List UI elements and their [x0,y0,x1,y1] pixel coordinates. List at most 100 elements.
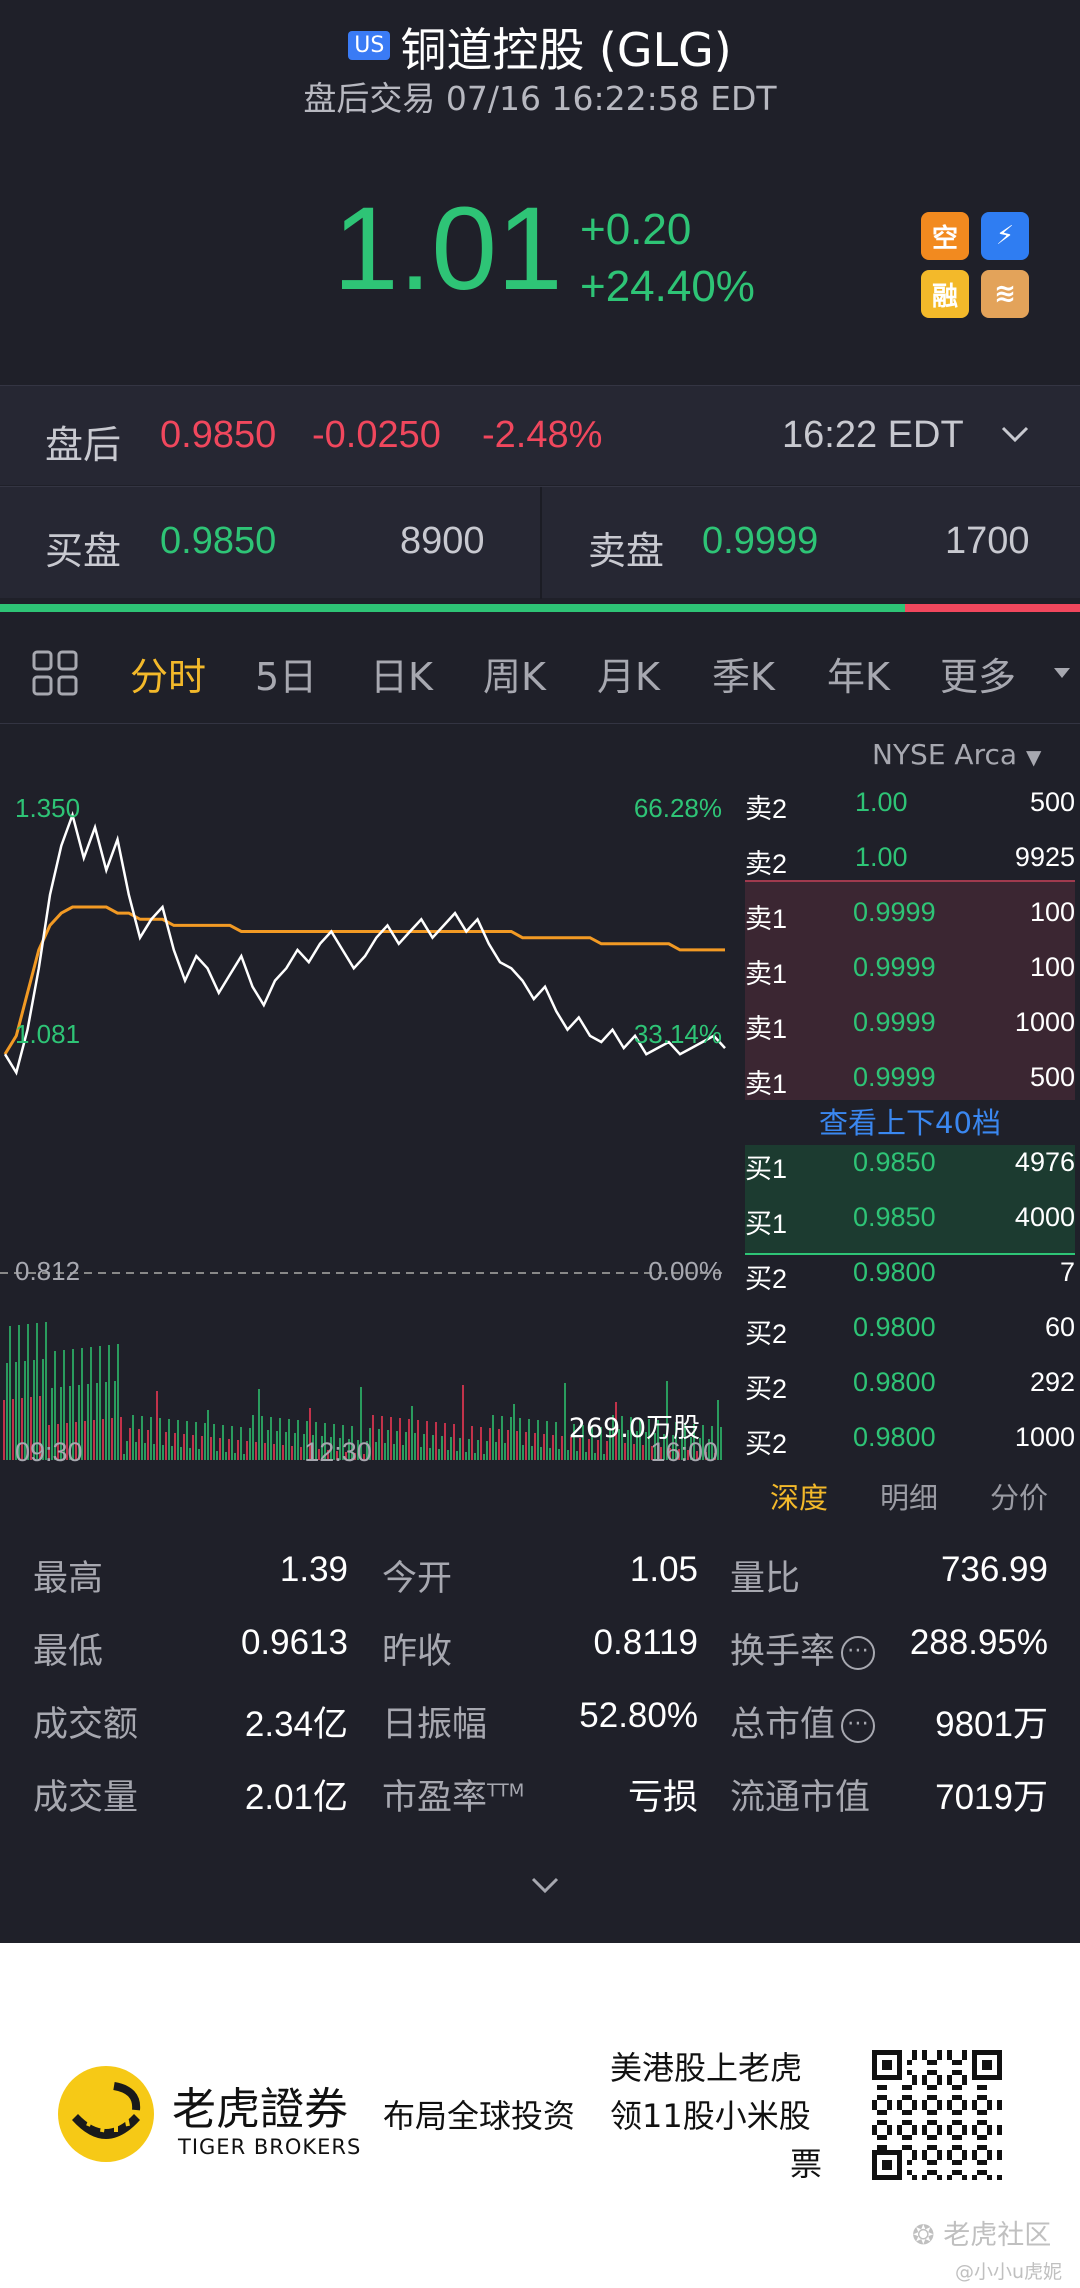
stat-value: 亏损 [627,1778,698,1817]
volume-bar [69,1386,71,1460]
short-sell-icon[interactable]: 空 [921,212,969,260]
tab-2[interactable]: 日K [370,655,433,699]
tab-0[interactable]: 分时 [130,655,207,699]
tab-7[interactable]: 更多 [940,655,1017,699]
orderbook-tab-2[interactable]: 分价 [990,1481,1049,1515]
volume-bar [408,1419,410,1460]
volume-bar [297,1420,299,1460]
bid-level-label: 买1 [745,1154,788,1184]
volume-bar [525,1432,527,1460]
volume-bar [630,1417,632,1460]
volume-bar [489,1428,491,1460]
bid-level-size: 1000 [1014,1422,1075,1452]
volume-bar [315,1422,317,1460]
volume-bar [648,1419,650,1460]
ask-level-row: 卖1 0.9999 500 [745,1050,1080,1105]
ask-level-label: 卖1 [745,1014,788,1044]
volume-bar [600,1427,602,1460]
tab-5[interactable]: 季K [712,655,775,699]
ask-level-size: 100 [1029,897,1075,927]
volume-bar [324,1423,326,1460]
volume-bar [111,1418,113,1460]
volume-bar [660,1447,662,1460]
view-more-levels-link[interactable]: 查看上下40档 [819,1106,1001,1140]
volume-label: 269.0万股 [569,1413,700,1444]
stat-label-text: 最高 [33,1559,104,1599]
after-hours-price: 0.9850 [160,414,277,456]
info-icon[interactable]: ⋯ [841,1636,876,1670]
info-icon[interactable]: ⋯ [841,1709,876,1743]
bid-level-label: 买2 [745,1319,788,1349]
grade-icon[interactable]: ≋ [981,270,1029,318]
intraday-chart[interactable]: 1.350 1.081 0.812 66.28% 33.14% 0.00% 269.0万股 0… [0,725,740,1495]
volume-bar [3,1400,5,1460]
tab-1[interactable]: 5日 [255,655,318,699]
chevron-down-icon[interactable] [1000,424,1030,444]
exchange-selector[interactable]: NYSE Arca ▼ [872,738,1041,771]
orderbook-tab-0[interactable]: 深度 [770,1481,829,1515]
volume-bar [129,1428,131,1460]
volume-bar [531,1446,533,1460]
volume-bar [336,1451,338,1460]
tab-6[interactable]: 年K [827,655,890,699]
session-subtitle: 盘后交易 07/16 16:22:58 EDT [303,79,777,118]
stat-label: 日振幅 [382,1696,487,1747]
market-badge: US [348,31,391,60]
volume-bar [159,1418,161,1460]
volume-bar [321,1436,323,1460]
volume-bar [318,1449,320,1460]
volume-bar [99,1346,101,1460]
volume-bar [702,1425,704,1460]
stock-title: 铜道控股 (GLG) [400,23,732,77]
volume-bar [549,1448,551,1460]
volume-bar [714,1453,716,1460]
stat-value: 9801万 [935,1705,1048,1744]
ask-level-price: 0.9999 [853,952,936,982]
orderbook-tab-1[interactable]: 明细 [880,1481,939,1515]
volume-bar [204,1423,206,1460]
expand-chevron-icon[interactable] [530,1870,560,1900]
stat-label: 成交量 [33,1769,138,1820]
volume-bar [348,1439,350,1460]
volume-bar [51,1388,53,1460]
volume-bar [606,1441,608,1460]
volume-bar [444,1423,446,1460]
margin-icon[interactable]: 融 [921,270,969,318]
volume-bar [138,1429,140,1460]
volume-bar [201,1436,203,1460]
grid-icon[interactable] [32,650,78,696]
volume-bar [543,1434,545,1460]
stat-label: 总市值 ⋯ [730,1696,876,1747]
ask-level-size: 100 [1029,952,1075,982]
bid-label: 买盘 [45,529,122,573]
ask-level-label: 卖1 [745,959,788,989]
volume-bar [192,1435,194,1460]
volume-bar [276,1431,278,1460]
stats-grid: 最高 1.39 今开 1.05 量比 736.99 最低 0.9613 昨收 0.8119 换手率 ⋯… [0,1530,1080,1818]
ask-level-label: 卖2 [745,794,788,824]
volume-bar [513,1404,515,1460]
bid-level-size: 60 [1044,1312,1075,1342]
volume-bar [438,1449,440,1460]
ask-level-row: 卖2 1.00 9925 [745,830,1080,885]
volume-bar [165,1432,167,1460]
volume-bar [690,1437,692,1460]
tab-4[interactable]: 月K [597,655,660,699]
flash-icon[interactable]: ⚡ [981,212,1029,260]
volume-bar [699,1438,701,1460]
volume-bar [378,1429,380,1460]
more-caret-icon[interactable] [1052,666,1072,680]
bid-level1-highlight [745,1145,1075,1255]
bid-level-label: 买1 [745,1209,788,1239]
after-hours-row[interactable]: 盘后 0.9850 -0.0250 -2.48% 16:22 EDT [0,385,1080,485]
volume-bar [288,1419,290,1460]
volume-bar [534,1433,536,1460]
volume-bar [249,1428,251,1460]
volume-bar [33,1360,35,1460]
volume-bar [267,1430,269,1460]
volume-bar [495,1442,497,1460]
volume-bar [591,1426,593,1460]
tab-3[interactable]: 周K [483,655,546,699]
volume-bar [150,1417,152,1460]
volume-bar [18,1325,20,1460]
